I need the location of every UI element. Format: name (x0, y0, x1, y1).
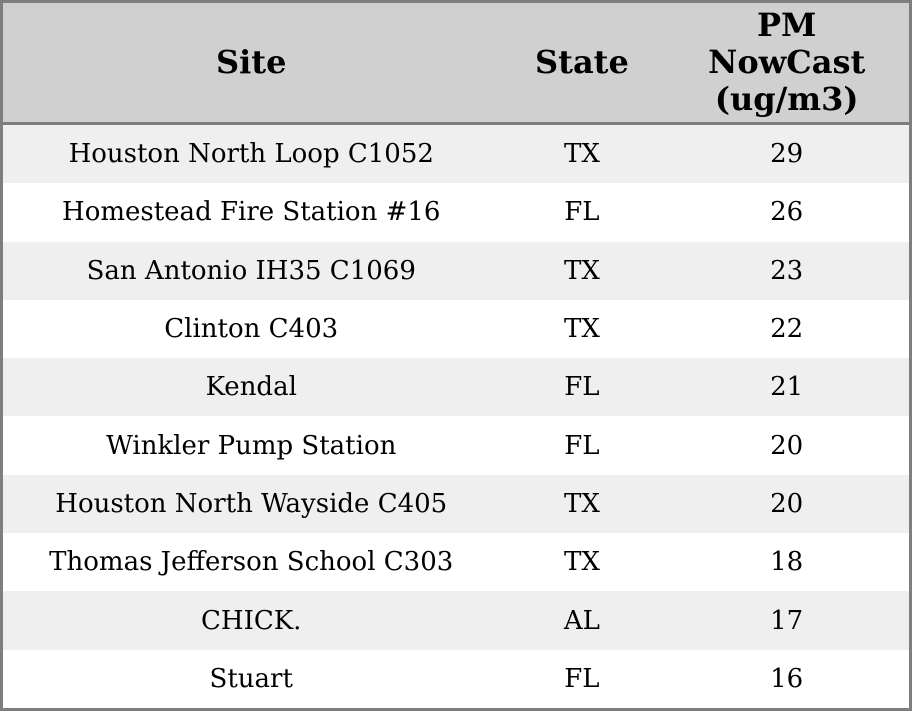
pm-cell: 29 (770, 139, 804, 170)
site-cell: Kendal (205, 372, 297, 403)
table-row: Stuart FL 16 (3, 649, 909, 708)
site-cell: Thomas Jefferson School C303 (49, 547, 454, 578)
site-cell: CHICK. (201, 605, 302, 636)
pm-cell: 17 (770, 605, 804, 636)
site-cell: San Antonio IH35 C1069 (86, 255, 416, 286)
state-cell: TX (564, 139, 600, 170)
site-cell: Winkler Pump Station (106, 430, 397, 461)
column-header-state: State (499, 3, 665, 125)
table-row: Clinton C403 TX 22 (3, 299, 909, 359)
pm-cell: 18 (770, 547, 804, 578)
column-header-site: Site (3, 3, 500, 125)
pm-cell: 26 (770, 197, 804, 228)
site-cell: Stuart (209, 663, 293, 694)
state-cell: TX (564, 488, 600, 519)
state-cell: FL (564, 663, 600, 694)
state-cell: FL (564, 430, 600, 461)
pm-cell: 20 (770, 430, 804, 461)
state-cell: FL (564, 197, 600, 228)
column-header-pm-line-2: NowCast (708, 43, 866, 81)
table-row: Kendal FL 21 (3, 358, 909, 417)
table-row: Thomas Jefferson School C303 TX 18 (3, 533, 909, 592)
state-cell: AL (563, 605, 600, 636)
column-header-pm-line-3: (ug/m3) (714, 80, 859, 118)
state-cell: TX (564, 547, 600, 578)
table-body: Houston North Loop C1052 TX 29 Homestead… (3, 123, 909, 708)
site-cell: Clinton C403 (164, 314, 339, 345)
state-cell: TX (564, 314, 600, 345)
site-cell: Houston North Loop C1052 (68, 139, 434, 170)
pm-cell: 22 (770, 314, 804, 345)
table-row: Winkler Pump Station FL 20 (3, 416, 909, 475)
column-header-pm-nowcast: PM NowCast (ug/m3) (664, 3, 909, 125)
table-row: San Antonio IH35 C1069 TX 23 (3, 241, 909, 300)
table-row: CHICK. AL 17 (3, 591, 909, 650)
pm-cell: 23 (770, 255, 804, 286)
state-cell: TX (564, 255, 600, 286)
state-cell: FL (564, 372, 600, 403)
pm-cell: 16 (770, 663, 804, 694)
table-header: Site State PM NowCast (ug/m3) (3, 3, 909, 125)
pm-nowcast-table: Site State PM NowCast (ug/m3) Houston No… (3, 3, 909, 708)
column-header-pm-line-1: PM (756, 6, 817, 44)
pm-cell: 21 (770, 372, 804, 403)
table-row: Houston North Wayside C405 TX 20 (3, 474, 909, 534)
header-row: Site State PM NowCast (ug/m3) (3, 3, 909, 125)
site-cell: Homestead Fire Station #16 (62, 197, 441, 228)
table-row: Houston North Loop C1052 TX 29 (3, 123, 909, 184)
pm-cell: 20 (770, 488, 804, 519)
table-row: Homestead Fire Station #16 FL 26 (3, 183, 909, 242)
site-cell: Houston North Wayside C405 (55, 488, 448, 519)
